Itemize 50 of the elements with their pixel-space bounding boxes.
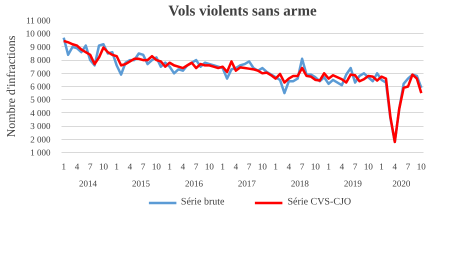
y-tick-label: 8 000: [30, 55, 51, 66]
legend-label: Série brute: [180, 196, 224, 208]
x-tick-label: 4: [74, 162, 80, 172]
x-tick-label: 10: [364, 162, 374, 172]
x-tick-label: 1: [326, 162, 331, 172]
chart-title: Vols violents sans arme: [168, 4, 317, 20]
y-tick-label: 5 000: [30, 94, 51, 105]
x2-tick-label: 2014: [78, 178, 98, 188]
x-tick-label: 10: [416, 162, 426, 172]
x-tick-label: 10: [258, 162, 268, 172]
x-tick-label: 1: [379, 162, 384, 172]
y-tick-label: 10 000: [26, 28, 51, 39]
x-tick-label: 7: [88, 162, 93, 172]
x2-tick-label: 2016: [184, 178, 204, 188]
x-tick-label: 4: [234, 162, 239, 172]
x-tick-label: 1: [167, 162, 172, 172]
x-tick-label: 7: [246, 162, 252, 172]
x-tick-label: 4: [180, 162, 186, 172]
y-tick-label: 4 000: [30, 108, 51, 118]
x2-tick-label: 2019: [344, 178, 362, 188]
x2-tick-label: 2020: [392, 178, 411, 188]
y-tick-label: 1 000: [30, 148, 51, 158]
x-tick-label: 1: [114, 162, 119, 172]
y-tick-label: 2 000: [30, 134, 51, 144]
y-tick-label: 3 000: [30, 121, 51, 132]
x-tick-label: 7: [300, 162, 305, 172]
x-tick-label: 10: [204, 162, 214, 172]
x-tick-label: 1: [220, 162, 225, 172]
x-tick-label: 7: [140, 162, 146, 172]
y-tick-label: 11 000: [26, 16, 51, 26]
x-tick-label: 4: [286, 162, 292, 172]
x2-tick-label: 2018: [290, 178, 310, 188]
y-tick-label: 9 000: [30, 42, 51, 52]
x-tick-label: 7: [352, 162, 358, 172]
legend-label: Série CVS-CJO: [287, 196, 352, 208]
x-tick-label: 1: [61, 162, 66, 172]
y-tick-label: 6 000: [30, 82, 51, 92]
x-tick-label: 7: [194, 162, 199, 172]
x2-tick-label: 2017: [238, 178, 256, 188]
x-tick-label: 10: [152, 162, 162, 172]
x-tick-label: 4: [392, 162, 398, 172]
y-tick-label: 7 000: [30, 68, 51, 78]
x-tick-label: 1: [273, 162, 278, 172]
x-tick-label: 10: [310, 162, 320, 172]
x-tick-label: 4: [128, 162, 133, 172]
x2-tick-label: 2015: [132, 178, 150, 188]
y-axis-title: Nombre d'infractions: [4, 35, 18, 138]
x-tick-label: 7: [406, 162, 411, 172]
x-tick-label: 4: [340, 162, 345, 172]
x-tick-label: 10: [98, 162, 108, 172]
